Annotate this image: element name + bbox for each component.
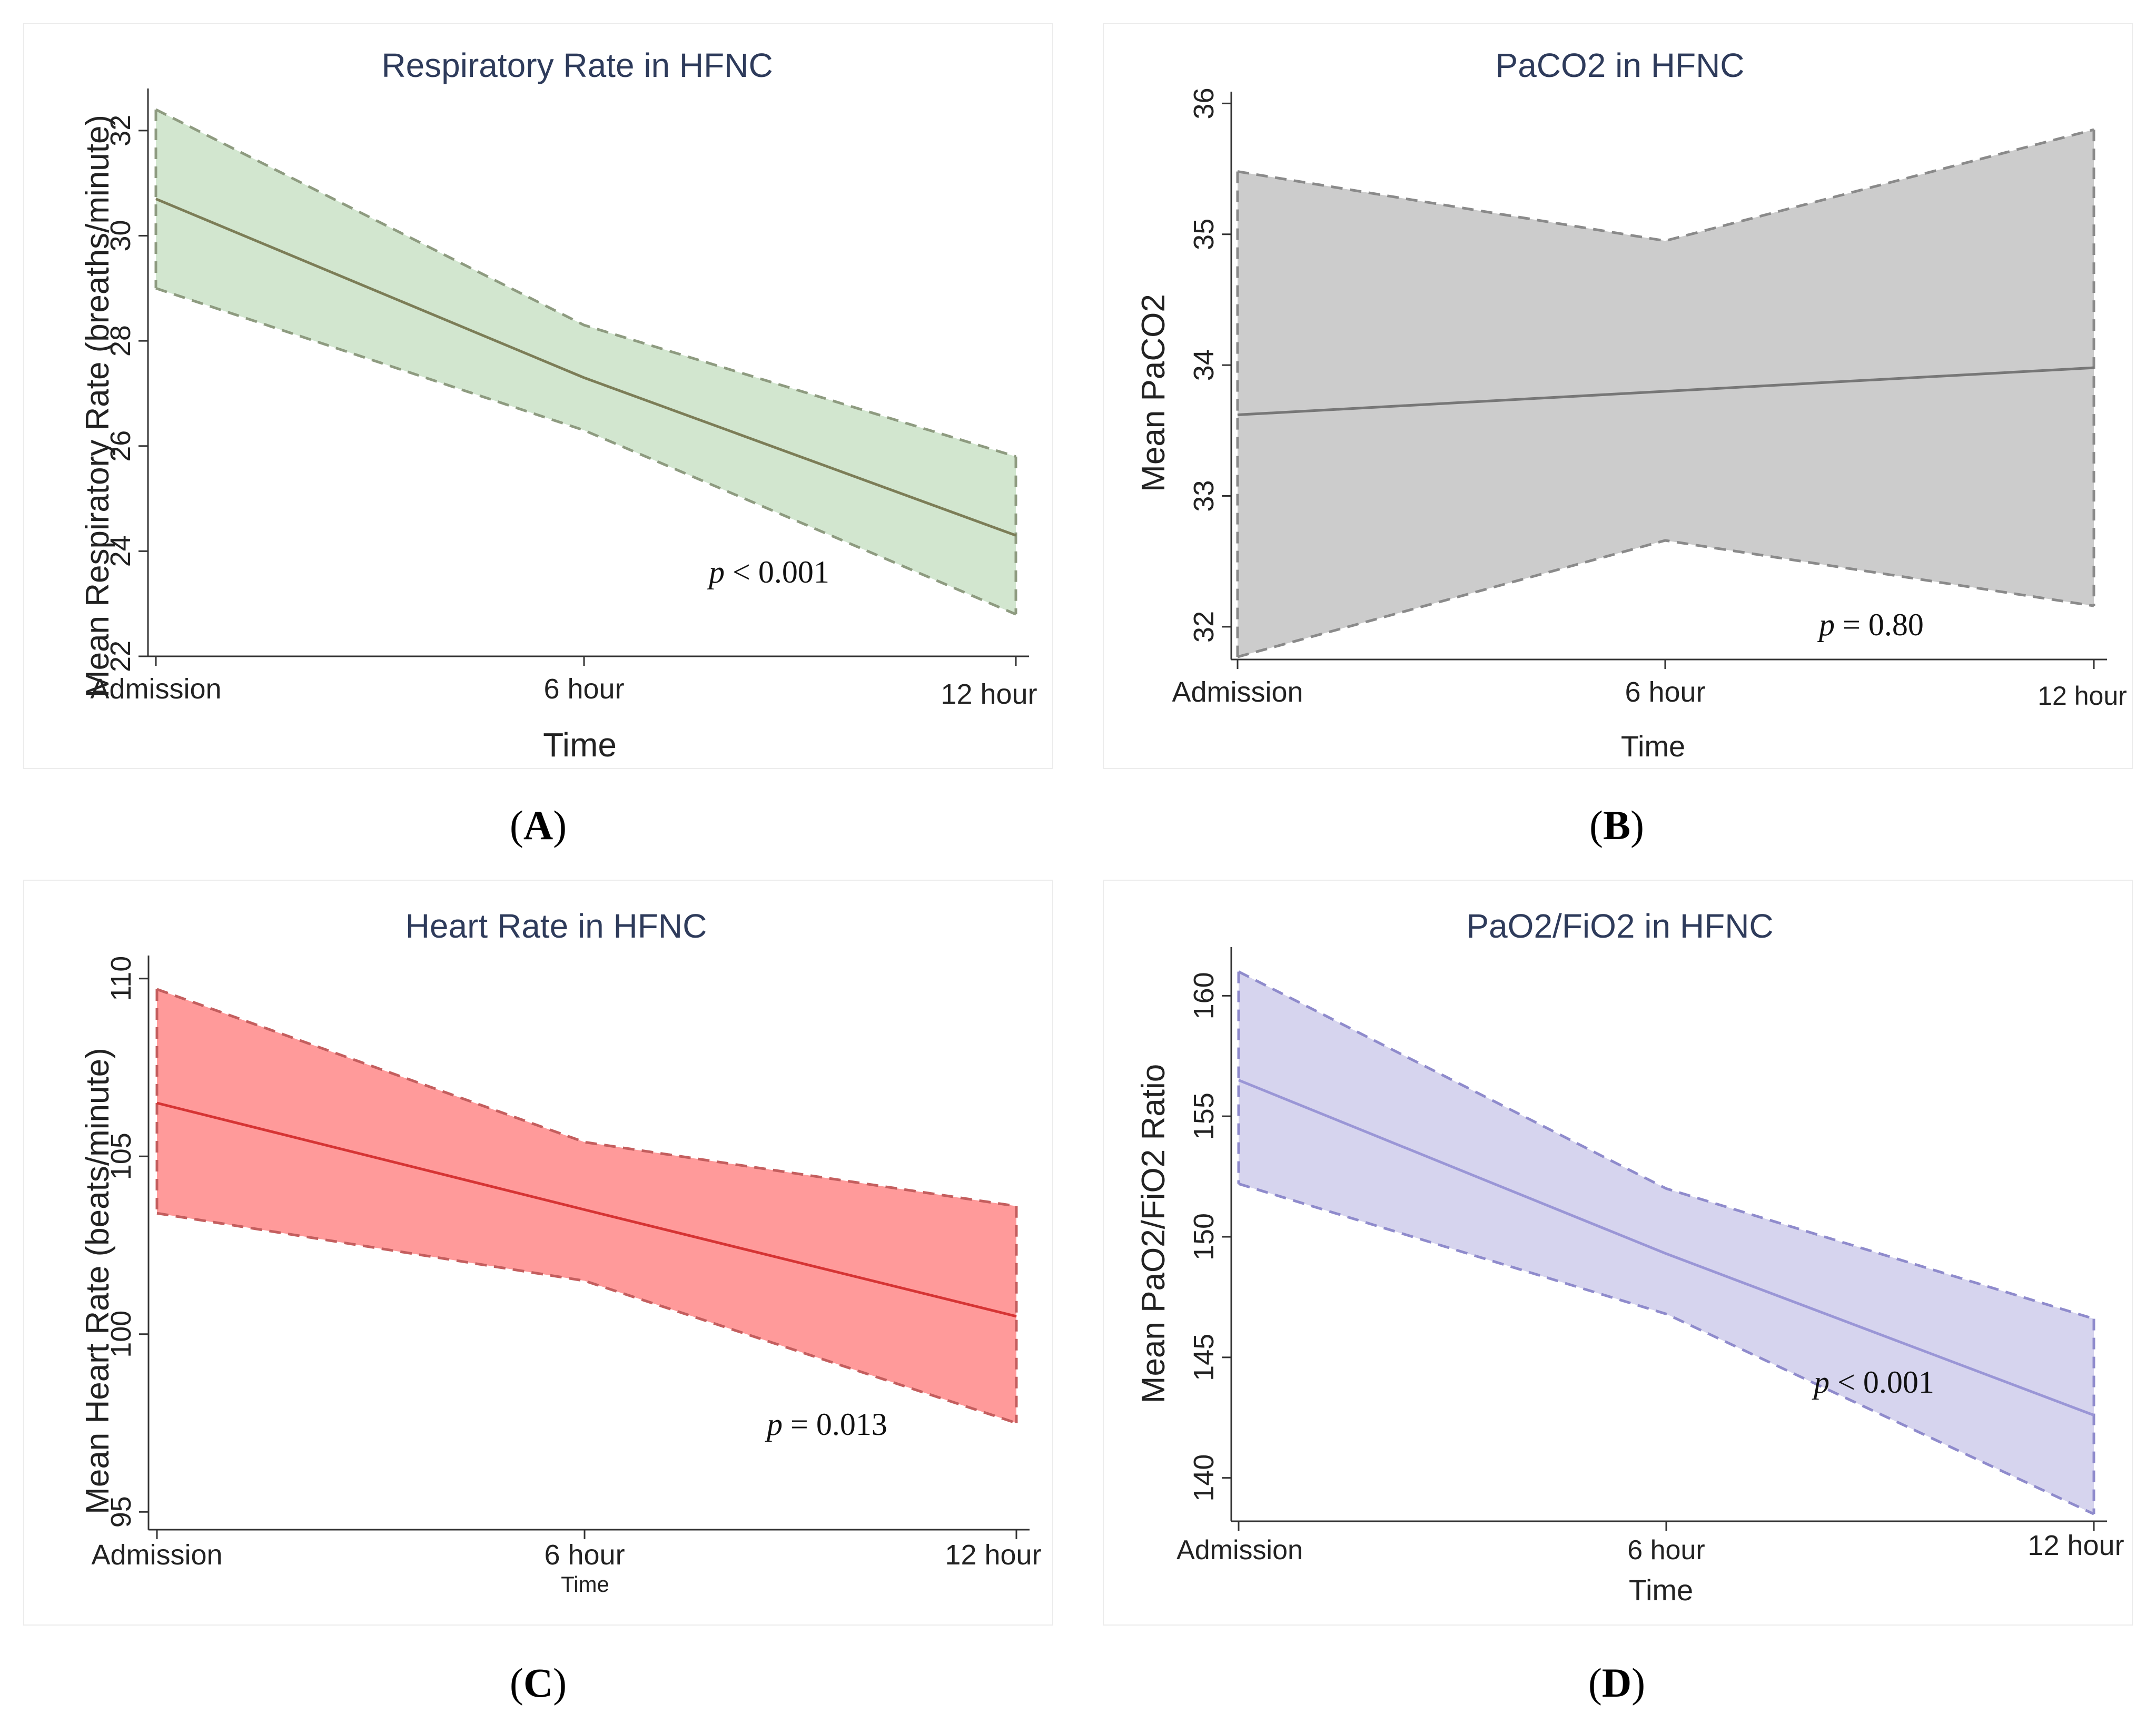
p-value-annotation: p < 0.001 — [1812, 1365, 1934, 1400]
y-tick-label: 145 — [1188, 1334, 1220, 1381]
y-tick-label: 32 — [105, 115, 136, 146]
x-tick-label: 6 hour — [543, 673, 624, 705]
x-tick-label: 12 hour — [945, 1539, 1041, 1571]
p-symbol: p — [1817, 607, 1835, 642]
mean-point — [583, 377, 585, 378]
chart-panel-c: Heart Rate in HFNC 95 100 105 110 Mean Hear… — [23, 880, 1053, 1626]
chart-title: Heart Rate in HFNC — [406, 907, 707, 945]
y-tick-label: 26 — [105, 430, 136, 462]
plot-area: 140 145 150 155 160 — [1188, 947, 2107, 1531]
y-tick-label: 160 — [1188, 972, 1220, 1019]
p-value-annotation: p < 0.001 — [707, 555, 829, 589]
x-axis-label: Time — [1621, 730, 1685, 763]
y-tick-label: 155 — [1188, 1092, 1220, 1140]
panel-letter-a: (A) — [509, 802, 567, 848]
p-value: < 0.001 — [725, 555, 829, 589]
p-symbol: p — [707, 555, 725, 589]
y-tick-label: 24 — [105, 535, 136, 567]
p-value: = 0.013 — [783, 1407, 887, 1442]
chart-b-svg: PaCO2 in HFNC 32 33 34 35 36 Mean PaCO2 Time… — [1135, 46, 2127, 763]
chart-c-svg: Heart Rate in HFNC 95 100 105 110 Mean Hear… — [80, 907, 1042, 1597]
y-axis-label: Mean PaO2/FiO2 Ratio — [1135, 1064, 1172, 1403]
p-value-annotation: p = 0.013 — [765, 1407, 887, 1442]
x-tick-label: Admission — [1176, 1535, 1303, 1566]
ci-lower-line — [1238, 1182, 2095, 1515]
y-tick-label: 95 — [105, 1496, 137, 1528]
x-tick-label: Admission — [90, 673, 221, 705]
p-value-annotation: p = 0.80 — [1817, 607, 1924, 642]
plot-area: 32 33 34 35 36 — [1188, 87, 2107, 669]
panel-letter-c: (C) — [509, 1660, 567, 1706]
x-tick-label: 12 hour — [941, 678, 1037, 710]
y-tick-label: 33 — [1188, 480, 1220, 511]
p-value: < 0.001 — [1829, 1365, 1934, 1400]
panel-letter-b: (B) — [1589, 802, 1644, 848]
chart-title: PaCO2 in HFNC — [1496, 46, 1745, 84]
chart-panel-d: PaO2/FiO2 in HFNC 140 145 150 155 160 Mean P… — [1103, 880, 2133, 1626]
p-symbol: p — [765, 1407, 783, 1442]
x-tick-label: 6 hour — [544, 1539, 625, 1571]
y-tick-label: 30 — [105, 220, 136, 251]
chart-a-svg: Respiratory Rate in HFNC 22 24 26 28 30 32 Me… — [80, 46, 1037, 764]
ci-upper-line — [156, 988, 1017, 1208]
chart-title: Respiratory Rate in HFNC — [381, 46, 773, 84]
ci-band — [157, 989, 1016, 1423]
chart-panel-a: Respiratory Rate in HFNC 22 24 26 28 30 32 Me… — [23, 23, 1053, 769]
y-tick-label: 100 — [105, 1311, 137, 1358]
p-value: = 0.80 — [1835, 607, 1924, 642]
y-tick-label: 110 — [105, 956, 137, 1001]
y-tick-label: 35 — [1188, 219, 1220, 250]
y-tick-label: 28 — [105, 325, 136, 357]
y-tick-label: 140 — [1188, 1454, 1220, 1502]
ci-upper-line — [1238, 970, 2094, 1320]
y-axis-label: Mean PaCO2 — [1135, 294, 1172, 492]
x-tick-label: 6 hour — [1627, 1535, 1705, 1566]
y-tick-label: 150 — [1188, 1213, 1220, 1261]
plot-area: 22 24 26 28 30 32 — [105, 88, 1029, 672]
chart-panel-b: PaCO2 in HFNC 32 33 34 35 36 Mean PaCO2 Time… — [1103, 23, 2133, 769]
ci-band — [1239, 971, 2094, 1514]
x-tick-label: Admission — [91, 1539, 222, 1571]
ci-band — [1238, 130, 2094, 657]
y-axis-label: Mean Respiratory Rate (breaths/minute) — [80, 115, 116, 697]
p-symbol: p — [1812, 1365, 1829, 1400]
y-tick-label: 105 — [105, 1133, 137, 1180]
ci-upper-line — [155, 108, 1016, 458]
ci-lower-line — [155, 287, 1016, 616]
x-tick-label: 6 hour — [1625, 676, 1705, 708]
chart-d-svg: PaO2/FiO2 in HFNC 140 145 150 155 160 Mean P… — [1135, 907, 2124, 1607]
plot-area: 95 100 105 110 — [105, 956, 1030, 1539]
x-axis-label: Time — [1629, 1573, 1693, 1607]
x-tick-label: 12 hour — [2028, 1530, 2124, 1561]
mean-point — [1016, 1316, 1017, 1317]
x-axis-label: Time — [561, 1572, 609, 1597]
panel-letter-d: (D) — [1588, 1660, 1646, 1706]
ci-band — [156, 109, 1016, 615]
x-tick-label: 12 hour — [2038, 681, 2127, 711]
y-tick-label: 32 — [1188, 611, 1220, 643]
x-tick-label: Admission — [1172, 676, 1303, 708]
ci-lower-line — [1237, 539, 2094, 658]
chart-title: PaO2/FiO2 in HFNC — [1466, 907, 1773, 945]
y-tick-label: 22 — [105, 641, 136, 672]
y-tick-label: 34 — [1188, 349, 1220, 381]
y-axis-label: Mean Heart Rate (beats/minute) — [80, 1048, 116, 1514]
y-tick-label: 36 — [1188, 87, 1220, 119]
ci-upper-line — [1237, 128, 2094, 242]
x-axis-label: Time — [543, 726, 617, 764]
